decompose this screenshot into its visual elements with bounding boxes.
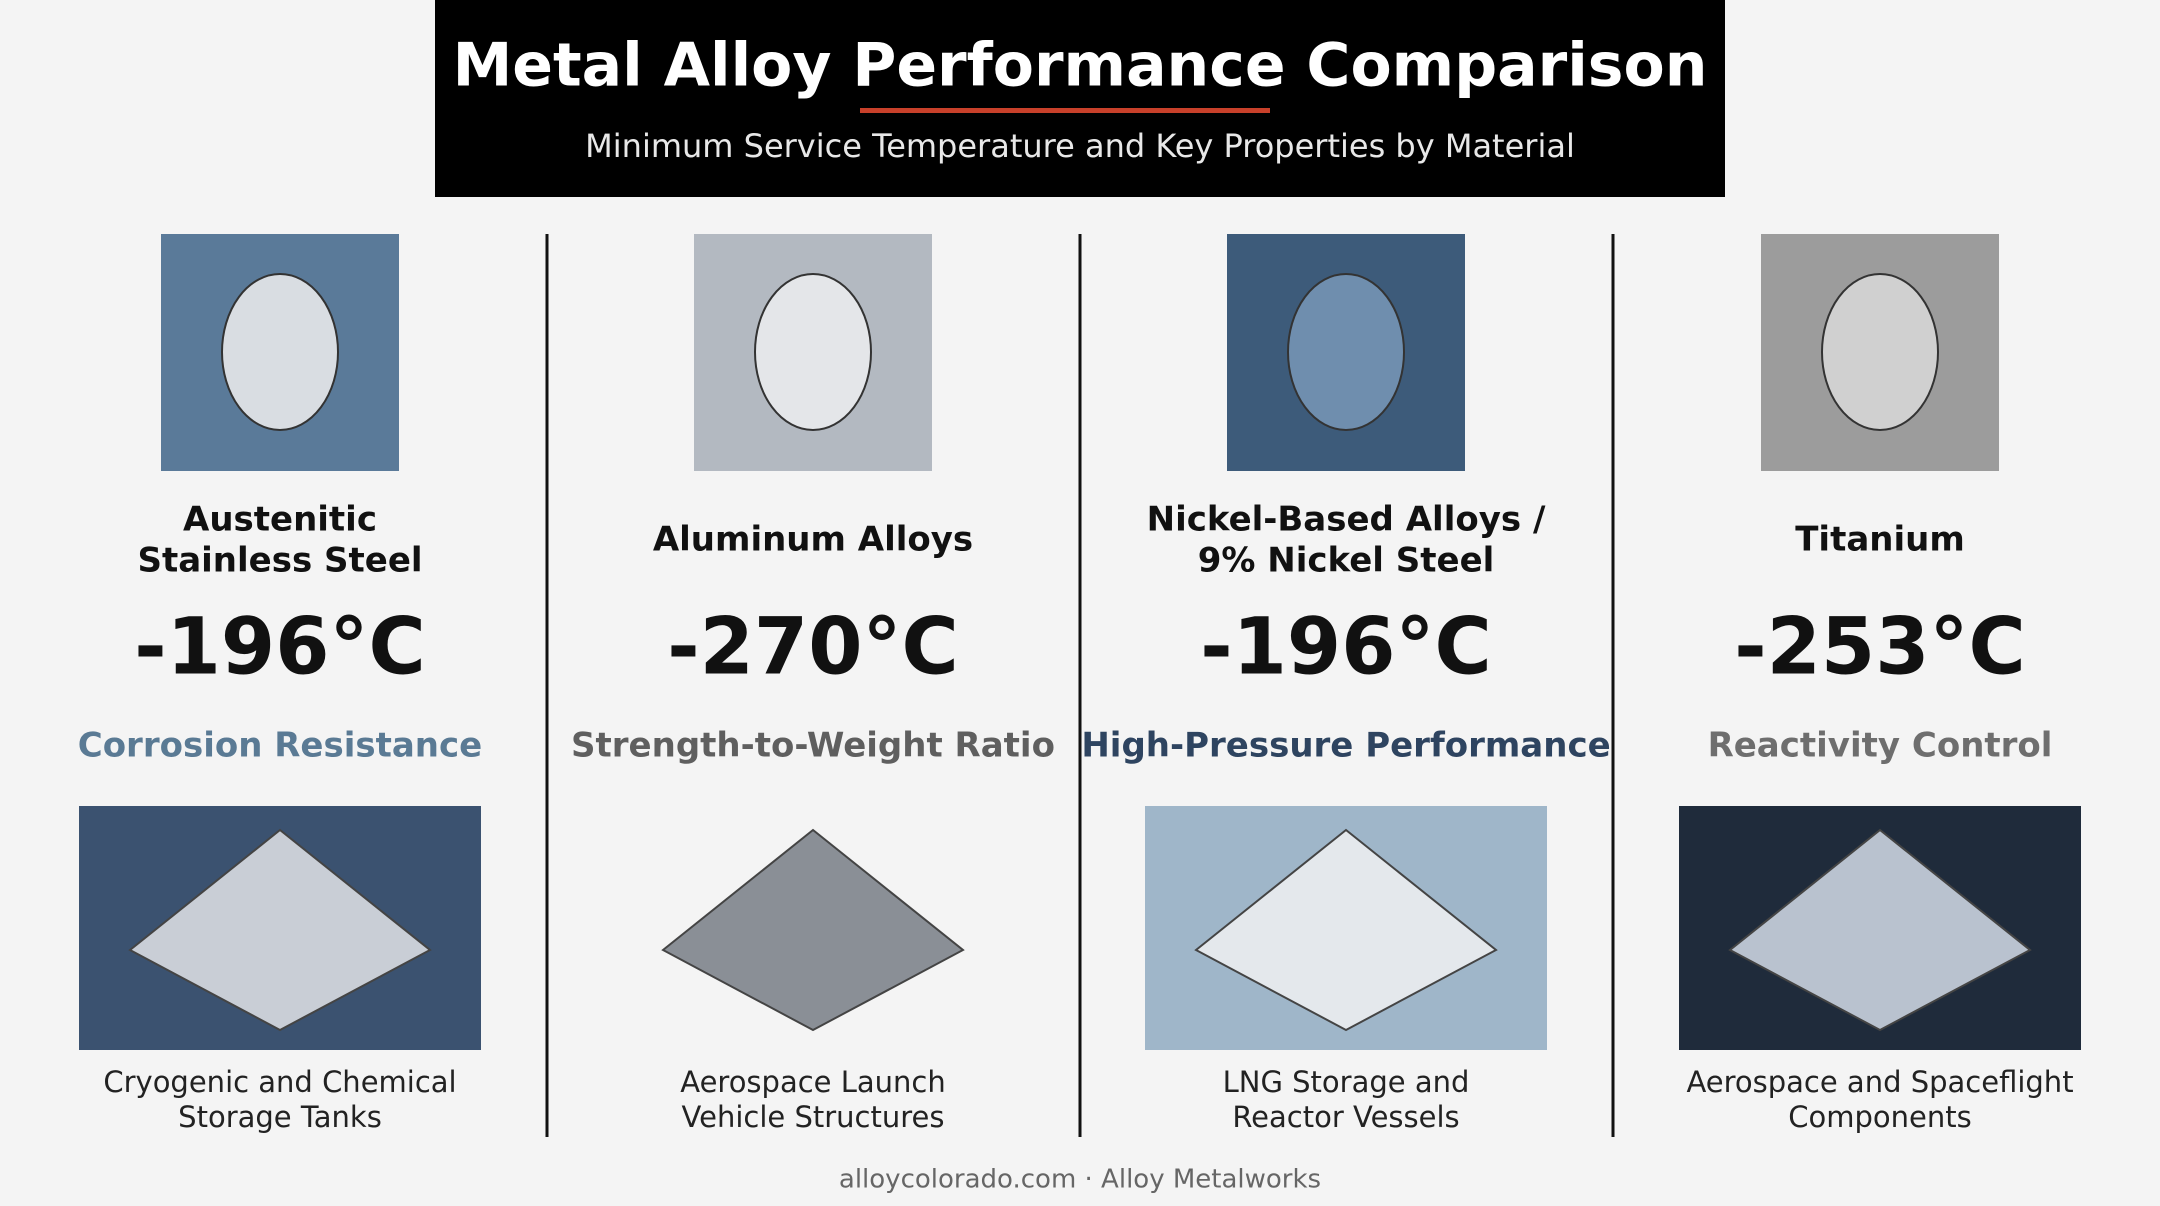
header-box — [435, 0, 1725, 197]
property: Reactivity Control — [1708, 726, 2053, 766]
image-detail — [128, 828, 432, 1032]
material-name: Aluminum Alloys — [653, 520, 973, 560]
application: Aerospace Launch — [680, 1065, 946, 1099]
property: Strength-to-Weight Ratio — [571, 726, 1055, 766]
image-detail — [1728, 828, 2032, 1032]
material-name: Titanium — [1795, 520, 1965, 560]
image-detail — [1821, 273, 1939, 431]
image-detail — [661, 828, 965, 1032]
application: Components — [1788, 1100, 1971, 1134]
title: Metal Alloy Performance Comparison — [453, 31, 1708, 101]
image-detail — [221, 273, 339, 431]
material-name: 9% Nickel Steel — [1198, 541, 1495, 581]
application: Aerospace and Spaceflight — [1686, 1065, 2073, 1099]
material-name: Austenitic — [183, 500, 377, 540]
application: LNG Storage and — [1223, 1065, 1470, 1099]
material-name: Nickel-Based Alloys / — [1147, 500, 1546, 540]
temperature: -196°C — [1200, 602, 1491, 692]
image-detail — [1194, 828, 1498, 1032]
temperature: -270°C — [667, 602, 958, 692]
application: Storage Tanks — [178, 1100, 382, 1134]
footer: alloycolorado.com · Alloy Metalworks — [839, 1165, 1321, 1195]
title-underline — [860, 108, 1270, 113]
property: Corrosion Resistance — [78, 726, 482, 766]
application: Reactor Vessels — [1232, 1100, 1459, 1134]
application: Vehicle Structures — [682, 1100, 945, 1134]
temperature: -253°C — [1734, 602, 2025, 692]
property: High-Pressure Performance — [1081, 726, 1610, 766]
image-detail — [754, 273, 872, 431]
material-name: Stainless Steel — [137, 541, 422, 581]
image-detail — [1287, 273, 1405, 431]
subtitle: Minimum Service Temperature and Key Prop… — [585, 127, 1575, 165]
application: Cryogenic and Chemical — [103, 1065, 456, 1099]
temperature: -196°C — [134, 602, 425, 692]
